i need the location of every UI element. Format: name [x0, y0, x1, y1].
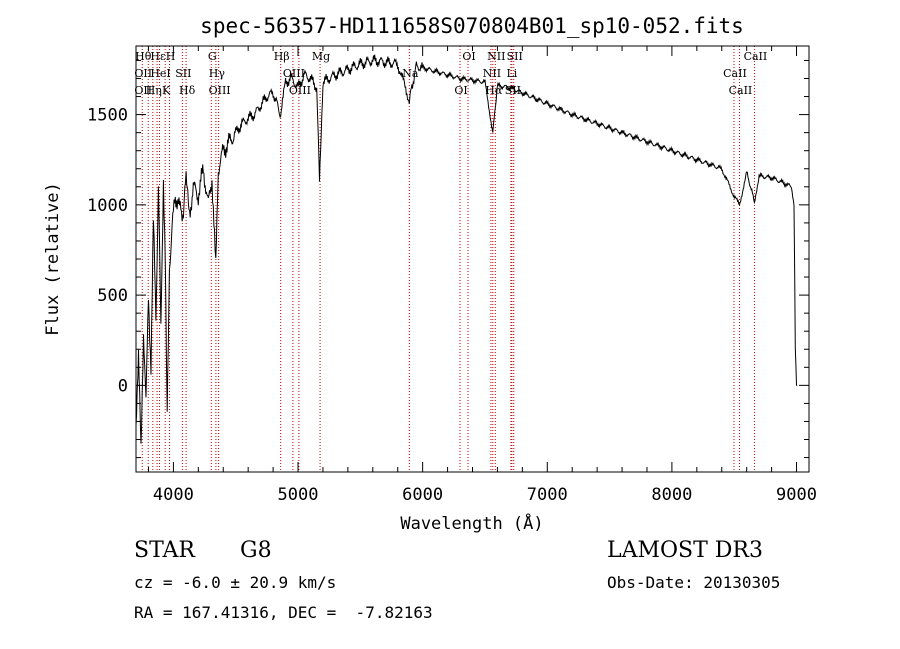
- spectral-line-markers: [141, 46, 755, 472]
- y-axis-label: Flux (relative): [43, 182, 63, 336]
- line-label-20-0: Hα: [485, 84, 503, 97]
- line-label-17-0: OI: [454, 84, 467, 97]
- line-label-12-0: Hβ: [274, 50, 290, 63]
- y-tick-label-3: 1500: [87, 106, 128, 126]
- line-label-2-0: Hη: [146, 84, 162, 97]
- x-tick-label-3: 7000: [527, 485, 568, 505]
- line-label-27-0: CaII: [744, 50, 768, 63]
- line-label-0-1: OII: [134, 67, 152, 80]
- line-label-24-0: SII: [507, 50, 523, 63]
- x-tick-label-2: 6000: [402, 485, 443, 505]
- line-label-3-0: Hε: [150, 50, 166, 63]
- line-label-11-0: OIII: [209, 84, 231, 97]
- line-label-0-0: Hθ: [135, 50, 152, 63]
- line-label-8-0: Hδ: [179, 84, 196, 97]
- x-axis-label: Wavelength (Å): [400, 512, 543, 534]
- chart-title: spec-56357-HD111658S070804B01_sp10-052.f…: [200, 14, 744, 38]
- x-tick-label-0: 4000: [153, 485, 194, 505]
- line-label-0-2: OII: [134, 84, 152, 97]
- y-tick-label-2: 1000: [87, 196, 128, 216]
- y-tick-label-1: 500: [97, 286, 128, 306]
- line-label-16-0: Na: [402, 67, 419, 80]
- line-label-21-0: NII: [487, 50, 505, 63]
- observation-date: Obs-Date: 20130305: [607, 573, 781, 592]
- line-label-4-0: HeI: [150, 67, 170, 80]
- redshift-readout: cz = -6.0 ± 20.9 km/s: [134, 573, 337, 592]
- sky-coordinates: RA = 167.41316, DEC = -7.82163: [134, 603, 433, 622]
- spectrum-line: [135, 54, 798, 444]
- line-label-13-0: OIII: [283, 67, 305, 80]
- line-label-9-0: G: [208, 50, 217, 63]
- y-axis: 0 500 1000 1500: [87, 59, 809, 459]
- line-label-6-0: H: [166, 50, 176, 63]
- line-label-22-0: Li: [506, 67, 517, 80]
- y-tick-label-0: 0: [118, 376, 128, 396]
- line-label-23-0: SII: [505, 84, 521, 97]
- line-label-7-0: SII: [175, 67, 191, 80]
- spectrum-chart: spec-56357-HD111658S070804B01_sp10-052.f…: [43, 14, 817, 534]
- object-class: STAR: [134, 538, 195, 563]
- spectral-line-labels: HθOIIOIIHηHεHeIKHSIIHδGHγOIIIHβOIIIOIIIM…: [134, 50, 767, 97]
- line-label-15-0: Mg: [312, 50, 330, 63]
- object-subclass: G8: [240, 538, 272, 563]
- x-tick-label-4: 8000: [651, 485, 692, 505]
- line-label-25-0: CaII: [723, 67, 747, 80]
- line-label-14-0: OIII: [289, 84, 311, 97]
- line-label-19-0: NII: [483, 67, 501, 80]
- line-label-18-0: OI: [462, 50, 475, 63]
- line-label-10-0: Hγ: [209, 67, 226, 80]
- x-tick-label-5: 9000: [776, 485, 817, 505]
- plot-frame: [135, 45, 810, 473]
- line-label-26-0: CaII: [729, 84, 753, 97]
- x-tick-label-1: 5000: [278, 485, 319, 505]
- survey-name: LAMOST DR3: [607, 538, 763, 563]
- x-axis: 4000 5000 6000 7000 8000 9000: [147, 46, 817, 505]
- spectrum-series: [135, 54, 798, 444]
- line-label-5-0: K: [162, 84, 171, 97]
